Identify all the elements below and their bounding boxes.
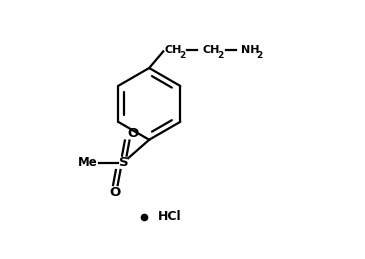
- Text: O: O: [127, 127, 138, 140]
- Text: CH: CH: [165, 45, 182, 55]
- Text: NH: NH: [241, 45, 260, 55]
- Text: Me: Me: [78, 156, 98, 169]
- Text: CH: CH: [203, 45, 220, 55]
- Text: 2: 2: [256, 51, 262, 60]
- Text: 2: 2: [179, 51, 185, 60]
- Text: HCl: HCl: [158, 210, 182, 223]
- Text: 2: 2: [218, 51, 224, 60]
- Text: S: S: [119, 156, 128, 169]
- Text: O: O: [109, 186, 120, 199]
